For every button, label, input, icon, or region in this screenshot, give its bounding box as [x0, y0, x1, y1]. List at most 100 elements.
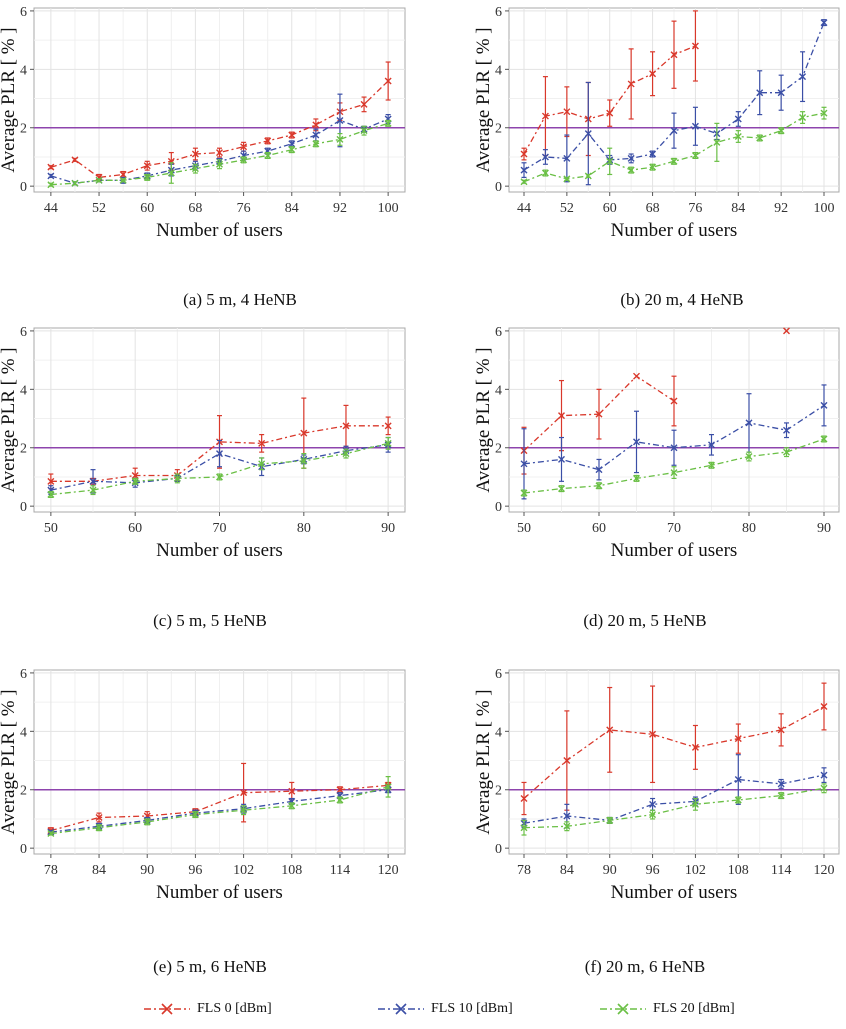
data-point	[336, 116, 344, 124]
series-fls-20-dbm	[520, 106, 828, 186]
data-point	[216, 450, 223, 458]
x-tick-label: 108	[281, 863, 302, 878]
data-point	[312, 131, 320, 139]
data-point	[783, 327, 790, 335]
series-line	[50, 786, 389, 835]
data-point	[734, 735, 742, 743]
series-line	[50, 789, 389, 833]
x-tick-label: 90	[381, 521, 395, 536]
data-point	[360, 127, 368, 135]
data-point	[143, 818, 151, 826]
data-point	[558, 485, 565, 493]
panel-caption: (b) 20 m, 4 HeNB	[620, 290, 743, 309]
data-point	[47, 477, 55, 485]
data-point	[520, 489, 528, 497]
data-point	[47, 490, 55, 498]
data-point	[584, 130, 592, 138]
legend-label-fls10: FLS 10 [dBm]	[431, 1001, 513, 1016]
y-tick-label: 4	[495, 63, 502, 78]
data-point	[89, 477, 97, 485]
data-point	[649, 70, 657, 78]
data-point	[216, 149, 223, 157]
y-tick-label: 6	[495, 667, 502, 682]
data-point	[627, 154, 635, 162]
data-point	[649, 730, 657, 738]
data-point	[520, 460, 528, 468]
x-tick-label: 52	[560, 201, 574, 216]
data-point	[336, 786, 344, 794]
data-point	[288, 140, 296, 148]
y-tick-label: 6	[495, 325, 502, 340]
x-tick-label: 120	[814, 863, 835, 878]
y-tick-label: 0	[20, 842, 27, 857]
data-point	[384, 783, 392, 791]
data-point	[649, 163, 657, 171]
x-tick-label: 70	[213, 521, 227, 536]
panel-caption: (e) 5 m, 6 HeNB	[153, 957, 267, 976]
x-tick-label: 114	[771, 863, 791, 878]
data-point	[820, 401, 828, 409]
x-axis-label: Number of users	[611, 540, 738, 561]
data-point	[342, 422, 350, 430]
data-point	[47, 172, 55, 180]
y-tick-label: 2	[495, 122, 502, 137]
legend-swatch-fls20	[600, 1003, 646, 1015]
data-point	[336, 796, 344, 804]
y-axis-label: Average PLR [ % ]	[473, 27, 494, 172]
data-point	[799, 73, 807, 81]
legend-swatch-fls0	[144, 1003, 190, 1015]
data-point	[288, 802, 296, 810]
y-tick-label: 0	[495, 842, 502, 857]
x-tick-label: 84	[92, 863, 106, 878]
data-point	[691, 122, 699, 130]
data-point	[691, 743, 699, 751]
data-point	[734, 133, 742, 141]
x-tick-label: 84	[285, 201, 299, 216]
x-tick-label: 60	[592, 521, 606, 536]
data-point	[89, 486, 97, 494]
data-point	[288, 131, 296, 139]
y-tick-label: 2	[20, 784, 27, 799]
data-point	[820, 19, 828, 27]
data-point	[820, 703, 828, 711]
legend-label-fls20: FLS 20 [dBm]	[653, 1001, 735, 1016]
y-axis-label: Average PLR [ % ]	[473, 689, 494, 834]
series-fls-20-dbm	[47, 119, 392, 189]
x-tick-label: 102	[233, 863, 254, 878]
y-tick-label: 0	[20, 180, 27, 195]
x-tick-label: 52	[92, 201, 106, 216]
y-tick-label: 4	[20, 383, 27, 398]
data-point	[131, 471, 139, 479]
data-point	[670, 397, 678, 405]
series-line	[523, 22, 825, 171]
x-tick-label: 90	[817, 521, 831, 536]
data-point	[670, 157, 678, 165]
data-point	[520, 795, 528, 803]
x-tick-label: 76	[688, 201, 702, 216]
x-axis-label: Number of users	[156, 882, 283, 903]
data-point	[783, 426, 790, 434]
data-point	[563, 108, 571, 116]
data-point	[734, 796, 742, 804]
data-point	[708, 441, 715, 449]
data-point	[95, 813, 103, 821]
data-point	[558, 412, 565, 420]
x-tick-label: 68	[188, 201, 202, 216]
y-axis-label: Average PLR [ % ]	[0, 689, 19, 834]
data-point	[670, 51, 678, 59]
data-point	[649, 811, 657, 819]
y-tick-label: 0	[495, 180, 502, 195]
data-point	[312, 121, 320, 129]
data-point	[649, 150, 657, 158]
data-point	[745, 453, 753, 461]
data-point	[288, 146, 296, 154]
data-point	[670, 127, 678, 135]
x-tick-label: 84	[560, 863, 574, 878]
x-tick-label: 92	[333, 201, 347, 216]
x-tick-label: 90	[140, 863, 154, 878]
series-line	[523, 705, 825, 799]
chart-panel-2: 0 2 4 6 44 52 60 68 76 84 92 100 Average PLR [ % ] Nu…	[473, 5, 840, 309]
chart-panel-3: 0 2 4 6 50 60 70 80 90 Average PLR [ % ] Number of…	[0, 325, 406, 630]
data-point	[342, 450, 350, 458]
data-point	[606, 157, 614, 165]
